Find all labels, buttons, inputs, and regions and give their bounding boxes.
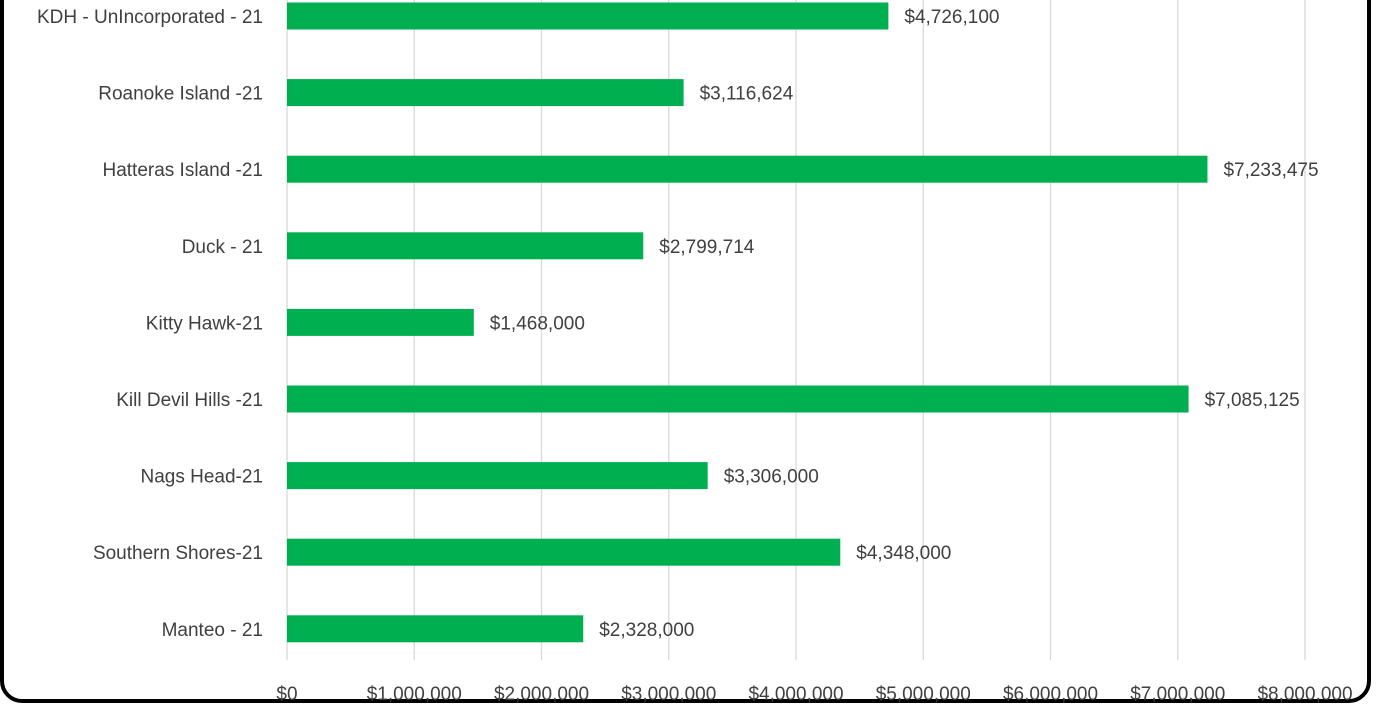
value-label: $1,468,000 (490, 313, 585, 334)
category-label: Kill Devil Hills -21 (116, 390, 263, 411)
value-label: $2,799,714 (659, 237, 755, 258)
bar (287, 232, 644, 260)
category-label: Roanoke Island -21 (98, 84, 263, 105)
x-tick-label: $2,000,000 (494, 684, 589, 705)
value-label: $2,328,000 (599, 620, 694, 641)
value-label: $3,306,000 (724, 467, 819, 488)
bar (287, 308, 474, 336)
value-label: $3,116,624 (700, 84, 794, 105)
category-label: Duck - 21 (182, 237, 263, 258)
x-tick-label: $6,000,000 (1003, 684, 1098, 705)
category-label: KDH - UnIncorporated - 21 (37, 7, 263, 28)
category-label: Southern Shores-21 (93, 543, 263, 564)
bar (287, 538, 841, 566)
value-labels: $4,726,100 $3,116,624 $7,233,475 $2,799,714… (490, 7, 1319, 641)
bar (287, 385, 1189, 413)
value-label: $7,233,475 (1223, 160, 1318, 181)
x-tick-label: $7,000,000 (1130, 684, 1225, 705)
category-label: Nags Head-21 (140, 467, 263, 488)
category-label: Manteo - 21 (162, 620, 263, 641)
x-tick-label: $4,000,000 (748, 684, 843, 705)
x-axis-tick-labels: $0 $1,000,000 $2,000,000 $3,000,000 $4,000,0… (276, 684, 1352, 705)
x-tick-label: $3,000,000 (621, 684, 716, 705)
value-label: $4,348,000 (856, 543, 951, 564)
bar (287, 79, 684, 107)
x-tick-label: $5,000,000 (876, 684, 971, 705)
category-labels: KDH - UnIncorporated - 21 Roanoke Island … (37, 7, 263, 641)
category-label: Hatteras Island -21 (102, 160, 263, 181)
x-tick-label: $1,000,000 (367, 684, 462, 705)
bar (287, 2, 889, 30)
value-label: $7,085,125 (1205, 390, 1300, 411)
bars (287, 2, 1208, 643)
value-label: $4,726,100 (904, 7, 999, 28)
category-label: Kitty Hawk-21 (146, 313, 263, 334)
x-tick-label: $0 (276, 684, 297, 705)
bar (287, 155, 1208, 183)
gridlines (286, 0, 1306, 660)
x-tick-label: $8,000,000 (1257, 684, 1352, 705)
bar (287, 615, 584, 643)
bar (287, 462, 708, 490)
